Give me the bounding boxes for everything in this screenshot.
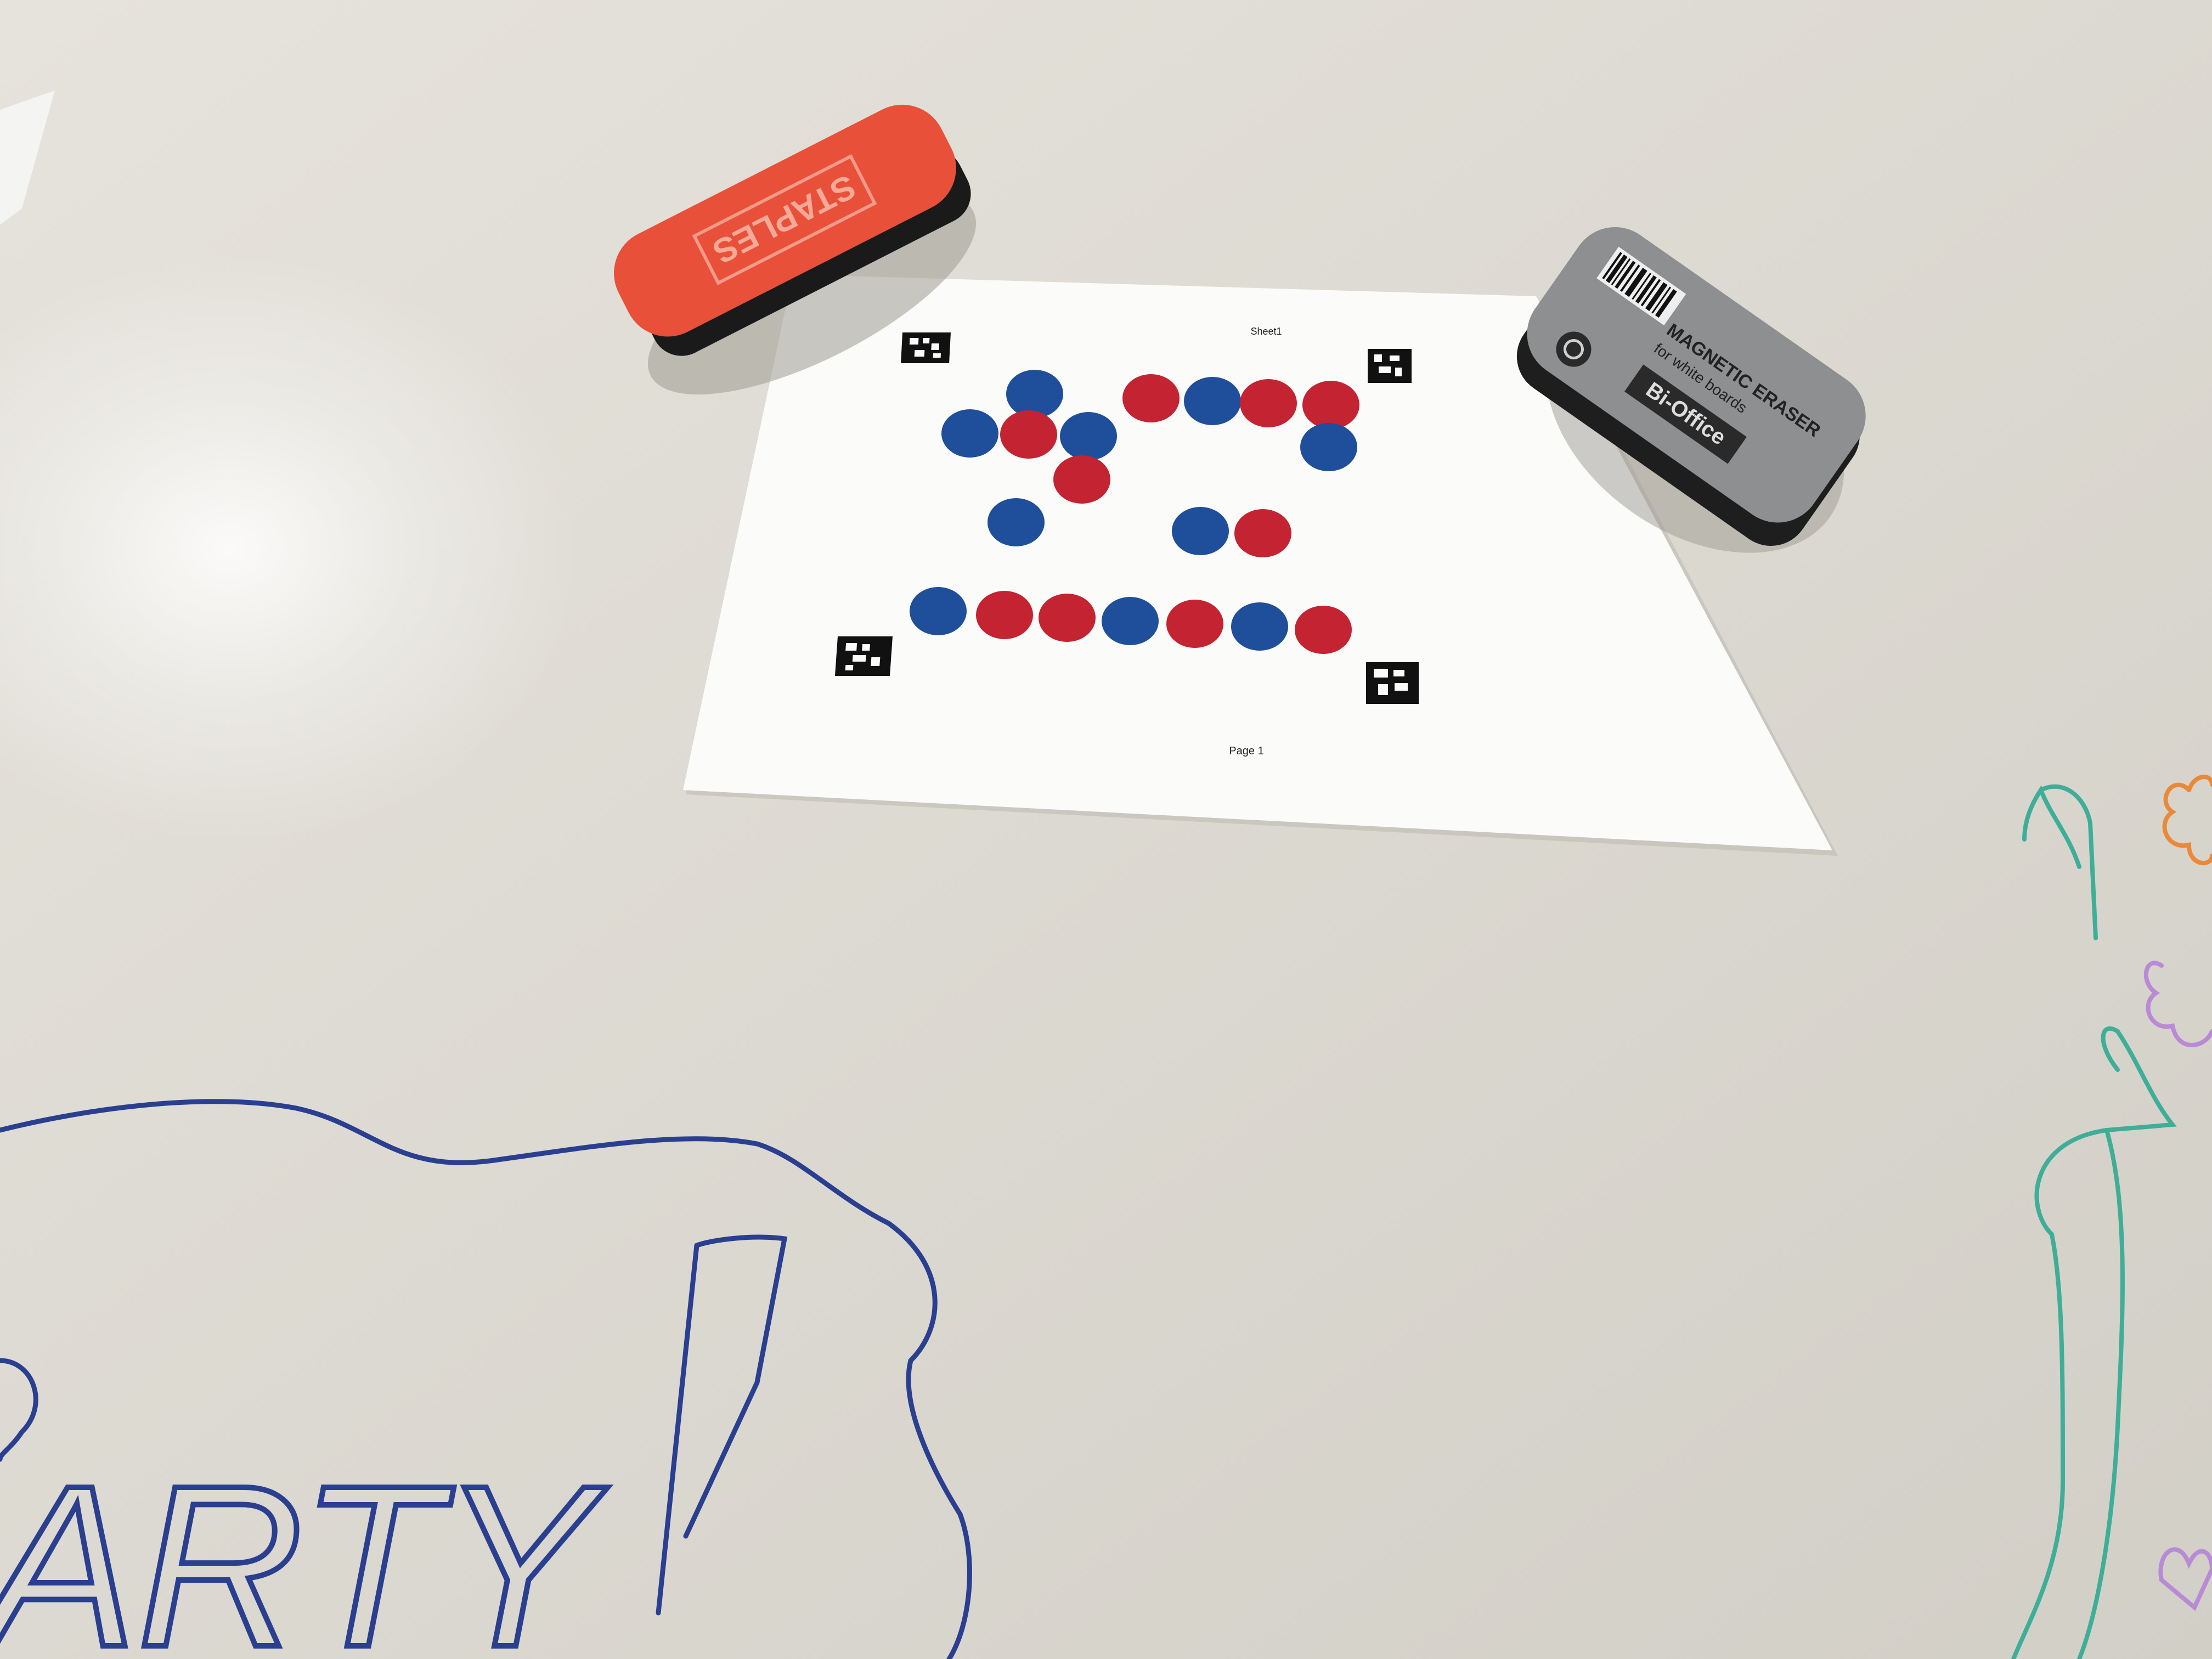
row3-chip-6-blue-chip [1231,602,1288,651]
fiducial-marker-top-right [1368,349,1412,383]
row1-group-b-chip-5-blue-chip [1300,423,1357,471]
row1-group-b-chip-3-red-chip [1240,379,1297,427]
doodle-outline [0,1099,972,1659]
orange-flower-doodle [2162,775,2212,865]
red-eraser: STAPLES [614,104,977,395]
paper-scrap [0,91,55,225]
row1-group-a-chip-3-red-chip [1000,410,1057,459]
printout-sheet: Sheet1 Page 1 [683,274,1838,856]
row1-group-a-chip-1-blue-chip [1006,370,1063,418]
fiducial-marker-top-left [901,332,951,363]
fiducial-marker-bottom-left [834,636,893,676]
row1-group-a-chip-2-blue-chip [941,409,998,458]
row1-group-b-chip-1-red-chip [1122,374,1180,422]
fiducial-marker-bottom-right [1366,662,1419,704]
row3-chip-2-red-chip [976,591,1033,639]
row1-group-b-chip-4-red-chip [1302,381,1359,429]
doodle-word: ARTY [0,1438,610,1659]
row2-pair-chip-2-red-chip [1234,509,1291,557]
row1-group-a-chip-5-red-chip [1053,455,1110,504]
red-eraser-logo-frame [692,154,877,285]
row3-chip-5-red-chip [1166,600,1223,648]
row3-chip-3-red-chip [1039,594,1096,642]
gray-eraser-brand-box [1624,364,1747,464]
marker-doodle: ARTY [0,1099,972,1659]
magnet-icon [1556,331,1592,367]
row2-single-chip-1-blue-chip [988,498,1045,546]
row3-chip-1-blue-chip [910,587,967,635]
row1-group-a-chip-4-blue-chip [1060,412,1117,460]
gray-eraser-body [1527,227,1866,523]
row3-chip-4-blue-chip [1102,597,1159,645]
sheet-footer: Page 1 [1229,745,1263,757]
doodle-letter-p [0,1358,38,1462]
light-glare [0,252,582,845]
magnet-icon-inner [1563,339,1584,360]
flower-doodles [2011,775,2212,1659]
row3-chip-7-red-chip [1295,606,1352,654]
barcode [1596,246,1686,326]
sheet-header: Sheet1 [1250,326,1282,337]
row1-group-b-chip-2-blue-chip [1184,377,1241,425]
purple-flower-doodle [2143,961,2212,1611]
teal-flower-doodle [2011,784,2177,1659]
red-eraser-foam [614,104,956,337]
gray-eraser: MAGNETIC ERASER for white boards Bi-Offi… [1516,227,1866,553]
doodle-flag-stroke [656,1234,788,1616]
chip-layout [910,370,1359,654]
row2-pair-chip-1-blue-chip [1172,507,1229,555]
